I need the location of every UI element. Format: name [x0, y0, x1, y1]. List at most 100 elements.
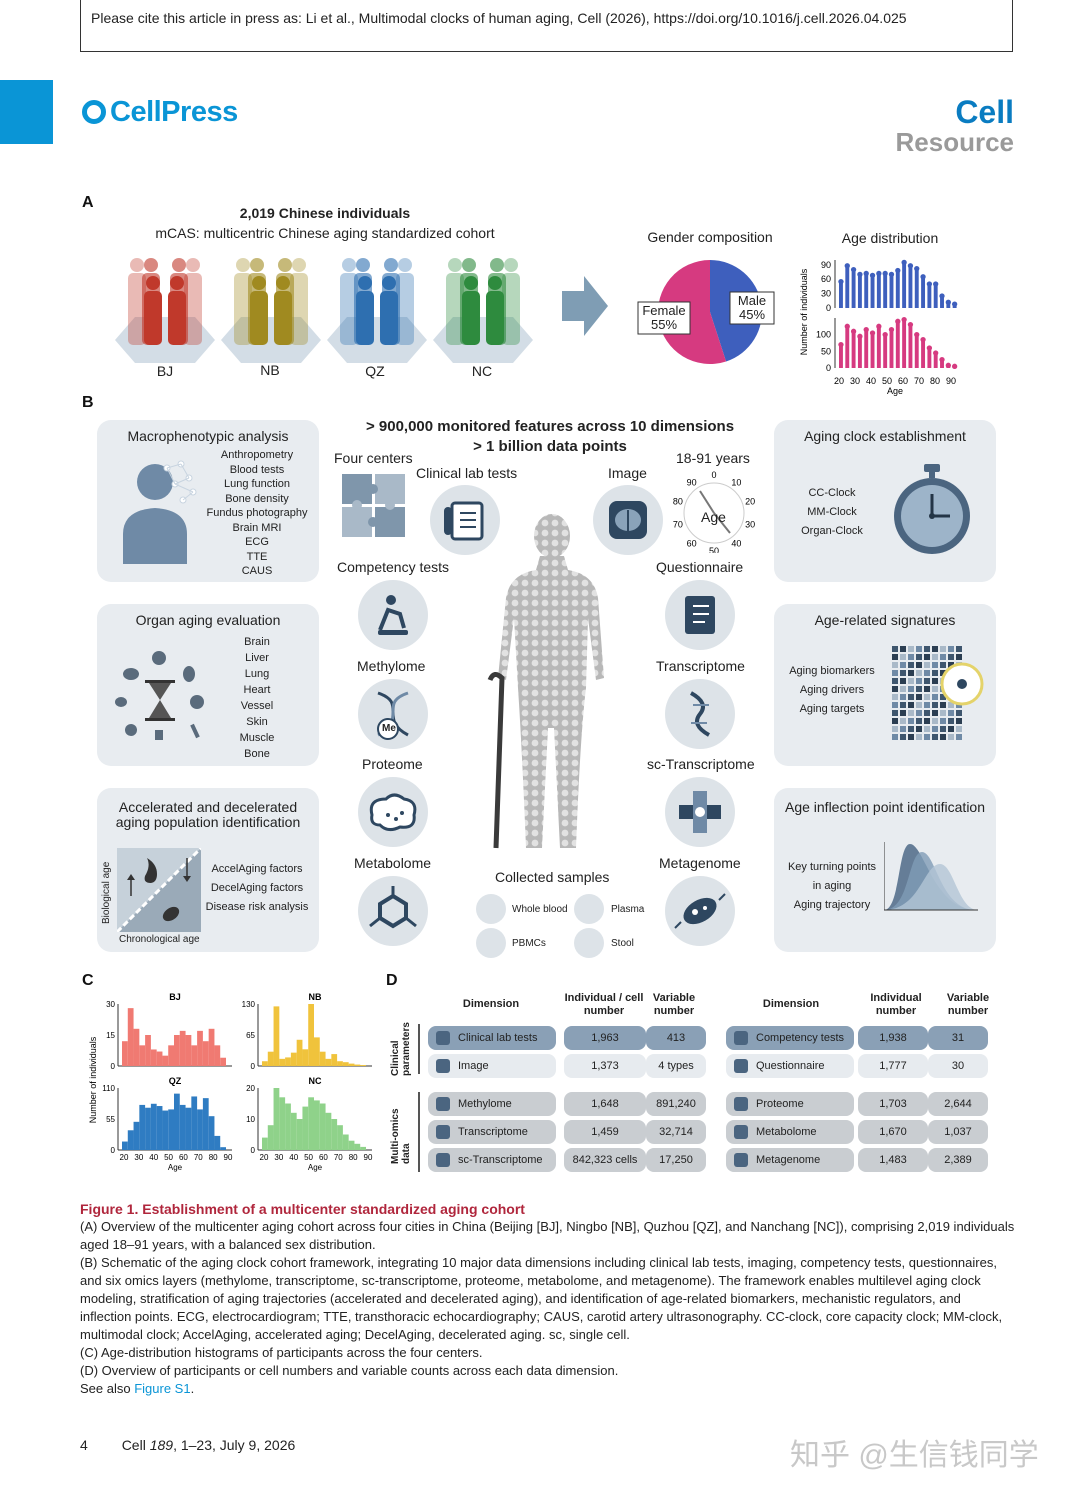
matrix-cell	[892, 734, 898, 740]
x-tick-label: 80	[930, 376, 940, 386]
blood-tube-icon	[476, 894, 506, 924]
age-bar-cap	[951, 363, 958, 369]
sc-transcriptome-label: sc-Transcriptome	[647, 756, 755, 772]
matrix-cell	[900, 662, 906, 668]
dial-hand	[699, 490, 715, 514]
matrix-cell	[956, 726, 962, 732]
matrix-cell	[900, 726, 906, 732]
age-bar	[889, 274, 894, 308]
matrix-cell	[948, 710, 954, 716]
x-tick-label: 20	[260, 1153, 269, 1162]
macro-item: CAUS	[241, 565, 273, 577]
histogram-bar	[191, 1096, 198, 1150]
histogram-bar	[302, 1049, 309, 1066]
methylome-label: Methylome	[357, 658, 426, 674]
matrix-cell	[900, 718, 906, 724]
metabolome-label: Metabolome	[354, 855, 432, 871]
matrix-cell	[940, 734, 946, 740]
histogram-bar	[308, 1097, 314, 1150]
macro-item: Anthropometry	[220, 449, 294, 461]
dial-tick-label: 30	[745, 520, 755, 530]
age-bar-cap	[850, 328, 857, 334]
matrix-cell	[948, 702, 954, 708]
histogram-bar	[150, 1049, 157, 1066]
accelerated-title-2: aging population identification	[115, 814, 301, 830]
y-tick-label: 0	[111, 1146, 116, 1155]
person-figure	[130, 258, 144, 272]
stool-container-icon	[574, 928, 604, 958]
histogram-bar	[325, 1058, 332, 1066]
x-tick-label: 50	[304, 1153, 313, 1162]
age-bar-cap	[939, 357, 945, 363]
journal-ref: Cell 189, 1–23, July 9, 2026	[121, 1437, 296, 1453]
age-signatures-box: Age-related signatures Aging biomarkers …	[774, 604, 996, 766]
matrix-cell	[892, 694, 898, 700]
y-tick-label: 20	[246, 1084, 255, 1093]
matrix-cell	[916, 726, 922, 732]
matrix-cell	[924, 678, 930, 684]
page-number: 4	[80, 1437, 88, 1453]
macrophenotypic-list: Anthropometry Blood tests Lung function …	[197, 448, 317, 579]
header-variable-right: Variable number	[946, 992, 990, 1017]
age-bar-cap	[939, 293, 945, 299]
table-cell-number: 1,938	[858, 1026, 928, 1050]
table-cell-number: 1,670	[858, 1120, 928, 1144]
age-bar	[889, 329, 894, 368]
macro-item: TTE	[246, 550, 268, 563]
methyl-tag: Me	[382, 723, 396, 734]
age-bar-cap	[933, 350, 939, 356]
stopwatch-icon	[894, 464, 970, 554]
sample-whole-blood: Whole blood	[512, 904, 568, 915]
x-tick-label: 80	[209, 1153, 218, 1162]
x-tick-label: 60	[898, 376, 908, 386]
metagenome-label: Metagenome	[659, 855, 741, 871]
signature-matrix-icon	[892, 646, 984, 740]
matrix-cell	[900, 686, 906, 692]
center-platform	[221, 317, 321, 363]
histogram-bar	[220, 1147, 226, 1150]
dimension-icon	[436, 1125, 450, 1139]
cellpress-logo: CellPress	[82, 96, 238, 129]
person-figure	[488, 276, 502, 290]
organ-item: Liver	[245, 652, 269, 664]
histogram-bar	[133, 1028, 140, 1066]
citation-box: Please cite this article in press as: Li…	[80, 0, 1013, 52]
table-cell-dimension: Clinical lab tests	[428, 1026, 556, 1050]
chrono-age-axis-label: Chronological age	[119, 934, 200, 945]
dial-tick-label: 50	[709, 546, 719, 553]
table-cell-variable: 32,714	[646, 1120, 706, 1144]
header-variable-left: Variable number	[652, 992, 696, 1017]
sample-plasma: Plasma	[611, 904, 645, 915]
histogram-bar	[122, 1141, 128, 1150]
center-platform	[115, 317, 215, 363]
header-dimension-left: Dimension	[462, 998, 520, 1010]
histogram-title: NC	[309, 1076, 322, 1086]
histogram-bar	[337, 1125, 343, 1150]
age-bar-cap	[888, 327, 895, 333]
dimension-icon	[436, 1059, 450, 1073]
matrix-cell	[924, 662, 930, 668]
matrix-cell	[908, 734, 914, 740]
organ-item: Heart	[243, 684, 271, 696]
matrix-cell	[956, 718, 962, 724]
figure-s1-link[interactable]: Figure S1	[134, 1381, 191, 1396]
table-cell-number: 842,323 cells	[564, 1148, 646, 1172]
female-label: Female 55%	[642, 303, 686, 332]
macro-item: Blood tests	[229, 463, 285, 476]
matrix-cell	[908, 654, 914, 660]
clock-item: MM-Clock	[807, 506, 857, 518]
x-tick-label: 50	[164, 1153, 173, 1162]
x-tick-label: 90	[946, 376, 956, 386]
matrix-cell	[932, 670, 938, 676]
age-bar	[870, 275, 875, 308]
signature-item: Aging targets	[799, 703, 865, 715]
histogram-bar	[174, 1035, 180, 1066]
matrix-cell	[932, 646, 938, 652]
age-bar	[870, 333, 875, 368]
histogram-bar	[214, 1045, 221, 1066]
accelerated-title-1: Accelerated and decelerated	[118, 799, 298, 815]
proteome-label: Proteome	[362, 756, 423, 772]
histogram-bar	[127, 1008, 134, 1066]
panel-d-letter: D	[386, 972, 398, 989]
samples-title: Collected samples	[495, 869, 610, 885]
